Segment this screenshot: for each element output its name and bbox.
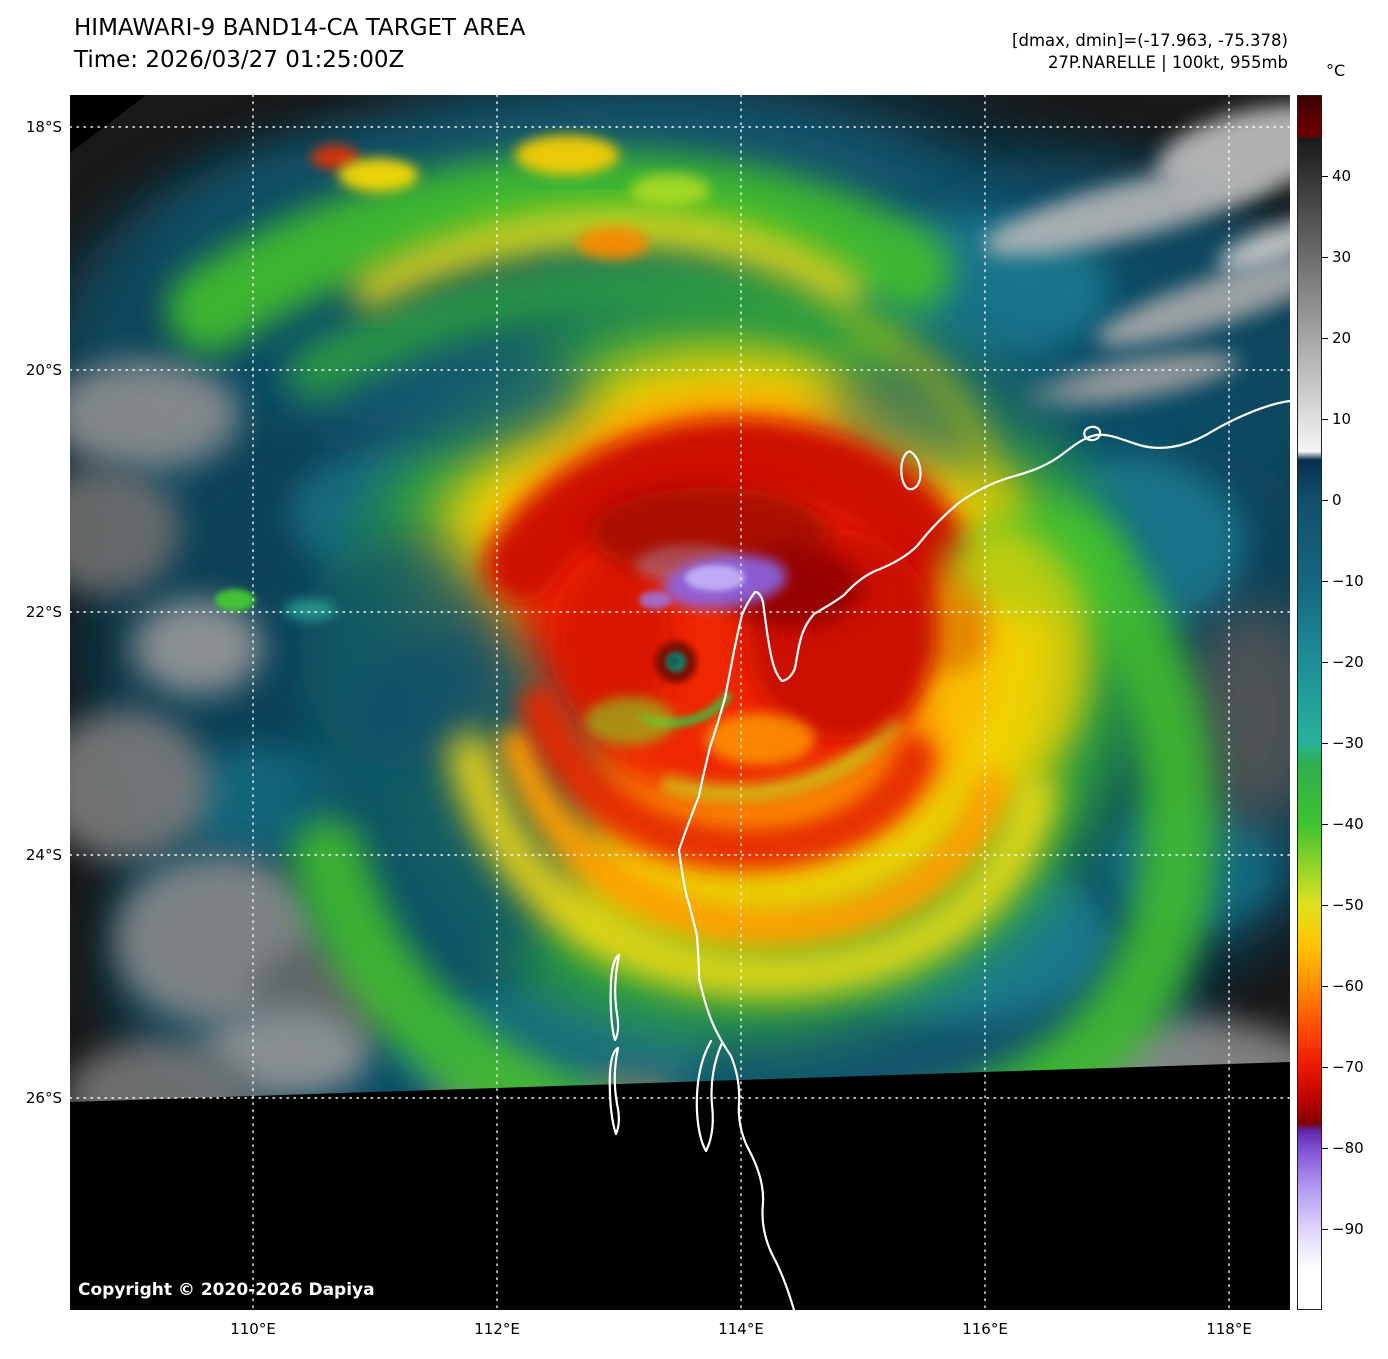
colorbar-tick-label: −30 <box>1332 734 1364 752</box>
lat-tick-label: 18°S <box>25 118 62 136</box>
page-title: HIMAWARI-9 BAND14-CA TARGET AREA <box>74 15 526 41</box>
gridlines-layer <box>70 95 1290 1310</box>
colorbar-tick-mark <box>1322 581 1328 582</box>
colorbar-tick-label: 0 <box>1332 491 1342 509</box>
timestamp: Time: 2026/03/27 01:25:00Z <box>74 47 405 73</box>
lon-tick-label: 116°E <box>962 1320 1008 1338</box>
storm-info: 27P.NARELLE | 100kt, 955mb <box>1047 53 1288 72</box>
lon-tick-label: 114°E <box>718 1320 764 1338</box>
island-dirk-hartog <box>608 1046 620 1136</box>
colorbar-tick-mark <box>1322 500 1328 501</box>
lon-tick-label: 112°E <box>474 1320 520 1338</box>
lat-tick-label: 22°S <box>25 603 62 621</box>
colorbar-tick-label: −80 <box>1332 1139 1364 1157</box>
colorbar-tick-mark <box>1322 743 1328 744</box>
colorbar-tick-label: −70 <box>1332 1058 1364 1076</box>
lat-tick-label: 26°S <box>25 1089 62 1107</box>
colorbar <box>1297 95 1322 1310</box>
lat-tick-label: 20°S <box>25 361 62 379</box>
colorbar-tick-label: 40 <box>1332 167 1352 185</box>
header-annotation-block: [dmax, dmin]=(-17.963, -75.378) 27P.NARE… <box>1012 30 1288 74</box>
island-bernier-dorre <box>609 953 621 1042</box>
colorbar-tick-mark <box>1322 662 1328 663</box>
header-title-block: HIMAWARI-9 BAND14-CA TARGET AREA Time: 2… <box>74 12 525 76</box>
colorbar-tick-label: −90 <box>1332 1220 1364 1238</box>
colorbar-tick-mark <box>1322 419 1328 420</box>
cold-overshoot-and-eye <box>635 545 787 683</box>
colorbar-tick-label: 30 <box>1332 248 1352 266</box>
lon-tick-label: 110°E <box>230 1320 276 1338</box>
colorbar-tick-mark <box>1322 338 1328 339</box>
colorbar-tick-mark <box>1322 1067 1328 1068</box>
island-dampier <box>1083 425 1102 442</box>
colorbar-unit-label: °C <box>1326 61 1346 80</box>
lon-tick-label: 118°E <box>1206 1320 1252 1338</box>
colorbar-tick-label: −50 <box>1332 896 1364 914</box>
colorbar-tick-mark <box>1322 176 1328 177</box>
colorbar-tick-label: −60 <box>1332 977 1364 995</box>
coastline-peron-peninsula <box>695 1039 724 1153</box>
copyright-notice: Copyright © 2020-2026 Dapiya <box>78 1280 375 1300</box>
colorbar-tick-label: −10 <box>1332 572 1364 590</box>
colorbar-tick-mark <box>1322 905 1328 906</box>
colorbar-tick-mark <box>1322 1148 1328 1149</box>
colorbar-tick-label: 10 <box>1332 410 1352 428</box>
satellite-map: Copyright © 2020-2026 Dapiya <box>70 95 1290 1310</box>
colorbar-tick-mark <box>1322 824 1328 825</box>
satellite-image-art <box>70 95 1290 1310</box>
colorbar-tick-label: 20 <box>1332 329 1352 347</box>
colorbar-tick-mark <box>1322 1229 1328 1230</box>
coastline <box>608 399 1290 1310</box>
dmax-dmin-readout: [dmax, dmin]=(-17.963, -75.378) <box>1012 31 1288 50</box>
colorbar-tick-mark <box>1322 986 1328 987</box>
lat-tick-label: 24°S <box>25 846 62 864</box>
colorbar-tick-label: −40 <box>1332 815 1364 833</box>
island-barrow <box>900 450 922 491</box>
colorbar-tick-label: −20 <box>1332 653 1364 671</box>
colorbar-tick-mark <box>1322 257 1328 258</box>
dry-slots <box>288 325 1070 990</box>
